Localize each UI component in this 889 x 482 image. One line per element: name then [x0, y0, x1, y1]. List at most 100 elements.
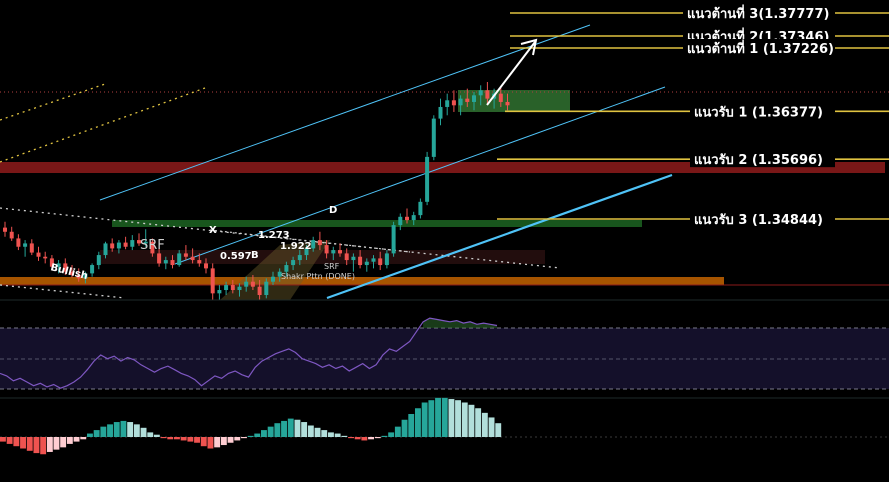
histogram-bar — [40, 437, 47, 455]
candle-body — [405, 216, 409, 221]
histogram-bar — [46, 437, 53, 452]
dotted-yellow-2 — [0, 87, 206, 163]
histogram-bar — [495, 423, 502, 437]
candle-body — [3, 227, 7, 232]
histogram-bar — [20, 437, 26, 449]
histogram-bar — [53, 437, 60, 450]
histogram-bar — [153, 434, 160, 437]
histogram-bar — [6, 437, 13, 444]
histogram-bar — [314, 427, 321, 437]
candle-body — [264, 281, 269, 296]
histogram-bar — [354, 437, 361, 440]
candle-body — [250, 281, 255, 287]
dotted-xd — [209, 229, 411, 253]
candle-body — [371, 258, 376, 262]
level-label-bg-4 — [690, 102, 835, 120]
candle-body — [458, 98, 463, 106]
candle-body — [63, 263, 68, 272]
rsi-panel — [0, 299, 889, 399]
ratio-3-label: 0.597 — [220, 251, 252, 262]
candle-body — [257, 286, 262, 296]
mid-demand-zone — [112, 220, 642, 227]
candle-body — [398, 216, 403, 226]
level-label-bg-5 — [690, 150, 835, 168]
histogram-bar — [307, 425, 314, 437]
histogram-bar — [241, 437, 247, 439]
histogram-bar — [214, 437, 221, 448]
histogram-bar — [73, 437, 80, 442]
histogram-bar — [361, 437, 368, 441]
b-point-label: B — [251, 250, 259, 261]
histogram-bar — [140, 427, 147, 437]
histogram-bar — [448, 399, 455, 437]
candle-body — [150, 241, 155, 254]
histogram-bar — [160, 437, 167, 439]
candle-body — [472, 95, 476, 102]
histogram-panel — [0, 397, 889, 455]
candle-body — [244, 281, 249, 287]
level-label-5: แนวรับ 2 (1.35696) — [694, 153, 823, 168]
histogram-bar — [187, 437, 194, 442]
channel-lower — [326, 173, 673, 300]
histogram-bar — [194, 437, 200, 443]
histogram-bar — [475, 408, 482, 437]
candle-body — [445, 100, 450, 107]
histogram-bar — [394, 426, 401, 437]
histogram-bar — [113, 422, 120, 437]
histogram-bar — [334, 433, 341, 437]
candle-body — [425, 156, 430, 202]
level-label-bg-6 — [690, 210, 835, 227]
candle-body — [183, 253, 188, 257]
histogram-bar — [100, 426, 107, 437]
histogram-bar — [200, 437, 207, 447]
dotted-yellow-1 — [0, 83, 106, 121]
candle-body — [217, 290, 222, 294]
candle-body — [70, 271, 74, 276]
histogram-bar — [301, 422, 308, 437]
candle-body — [311, 240, 316, 249]
candle-body — [465, 98, 470, 102]
pattern-label: Shakr Pttn (DONE) — [281, 272, 355, 281]
candle-body — [157, 253, 162, 264]
histogram-bar — [328, 432, 334, 437]
candle-body — [418, 201, 423, 216]
candle-body — [378, 258, 383, 266]
histogram-bar — [435, 397, 441, 437]
candle-body — [291, 260, 296, 266]
histogram-bar — [207, 437, 214, 449]
ratio-2-label: 1.922 — [280, 241, 312, 252]
histogram-bar — [408, 414, 415, 437]
candle-body — [197, 260, 202, 264]
candle-body — [190, 256, 195, 261]
histogram-bar — [415, 408, 421, 437]
histogram-bar — [281, 420, 287, 437]
candle-body — [137, 240, 141, 244]
histogram-bar — [13, 437, 20, 447]
candle-body — [324, 245, 329, 254]
candle-body — [210, 268, 215, 294]
histogram-bar — [174, 437, 180, 440]
candle-body — [411, 215, 416, 221]
candle-body — [331, 250, 336, 254]
candle-body — [344, 253, 349, 261]
candle-body — [76, 275, 81, 279]
histogram-bar — [220, 437, 227, 446]
candle-body — [304, 248, 309, 256]
candle-body — [478, 90, 483, 96]
candle-body — [110, 243, 115, 249]
histogram-bar — [294, 419, 301, 437]
histogram-bar — [120, 420, 127, 437]
level-label-bg-3 — [683, 39, 835, 56]
level-label-3: แนวต้านที่ 1 (1.37226) — [687, 39, 834, 57]
candle-body — [277, 271, 282, 277]
candle-body — [177, 253, 182, 266]
histogram-bar — [167, 437, 174, 440]
candle-body — [364, 261, 369, 266]
histogram-bar — [107, 424, 113, 437]
histogram-bar — [341, 435, 348, 437]
candle-body — [237, 286, 242, 291]
candle-body — [391, 225, 396, 254]
candle-body — [49, 258, 54, 267]
histogram-bar — [80, 437, 87, 440]
histogram-bar — [488, 417, 495, 437]
